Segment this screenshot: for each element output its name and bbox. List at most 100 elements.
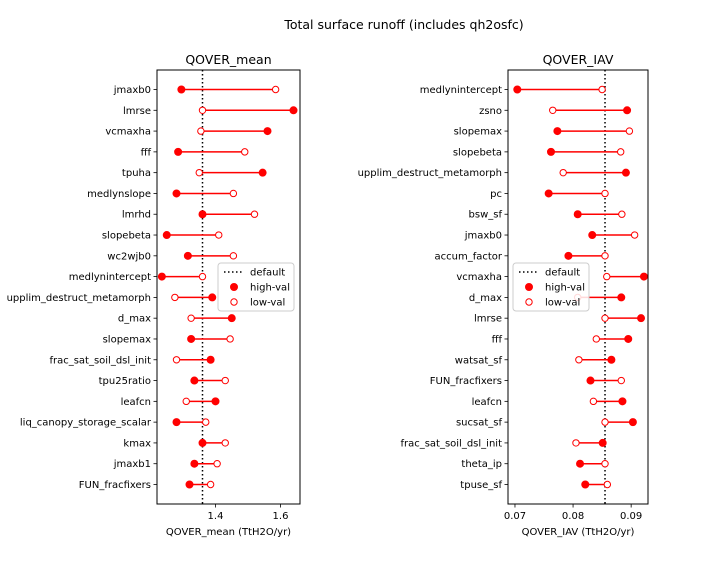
y-tick-label: frac_sat_soil_dsl_init (49, 355, 151, 366)
low-val-point (601, 460, 609, 468)
y-tick-label: theta_ip (461, 459, 502, 470)
y-tick-label: jmaxb0 (113, 85, 151, 96)
y-tick-label: medlynintercept (69, 272, 151, 283)
legend-label: low-val (545, 298, 580, 309)
high-val-point (190, 459, 199, 468)
high-val-point (208, 293, 217, 302)
high-val-point (198, 210, 207, 219)
y-tick-label: medlynintercept (420, 85, 502, 96)
low-val-point (171, 293, 179, 302)
low-val-point (221, 439, 229, 447)
y-tick-label: bsw_sf (469, 210, 503, 221)
high-val-point (263, 127, 272, 136)
y-tick-label: upplim_destruct_metamorph (358, 168, 502, 179)
y-tick-label: slopebeta (453, 147, 502, 158)
low-val-point (250, 210, 259, 218)
y-tick-label: frac_sat_soil_dsl_init (400, 438, 502, 449)
low-val-point (206, 480, 215, 489)
y-tick-label: slopebeta (102, 231, 151, 242)
y-tick-label: tpuse_sf (460, 480, 502, 491)
y-tick-label: vcmaxha (105, 127, 151, 138)
high-val-point (174, 147, 183, 156)
plot-frame (507, 69, 649, 505)
low-val-point (549, 106, 557, 114)
x-axis-label: QOVER_mean (TtH2O/yr) (166, 527, 291, 538)
low-val-point (601, 252, 609, 260)
high-val-point (623, 106, 632, 115)
low-val-point (172, 356, 181, 364)
low-val-point (226, 335, 234, 343)
low-val-point (202, 418, 210, 426)
high-val-point (624, 334, 633, 343)
y-tick-label: accum_factor (435, 251, 503, 262)
y-tick-label: upplim_destruct_metamorph (7, 293, 151, 304)
x-tick-label: 1.4 (208, 511, 224, 522)
high-val-point (639, 272, 648, 281)
y-tick-label: vcmaxha (456, 272, 502, 283)
high-val-point (227, 314, 236, 323)
legend-label: high-val (250, 283, 290, 294)
y-tick-label: d_max (118, 314, 151, 325)
panel-title: QOVER_IAV (543, 52, 614, 67)
y-tick-label: slopemax (454, 127, 502, 138)
y-tick-label: zsno (479, 106, 502, 117)
y-tick-label: lmrse (474, 314, 502, 325)
high-val-point (617, 293, 626, 302)
low-val-point (625, 127, 634, 135)
high-val-point (553, 127, 562, 136)
high-val-point (576, 459, 585, 468)
low-val-point (601, 314, 609, 322)
high-val-point (581, 480, 590, 489)
low-val-point (592, 335, 600, 343)
y-tick-label: tpuha (122, 168, 151, 179)
low-val-point (187, 314, 195, 322)
low-val-point (229, 252, 238, 260)
y-tick-label: watsat_sf (455, 355, 503, 366)
high-val-point (177, 85, 186, 94)
high-val-point (564, 251, 573, 260)
x-tick-label: 0.09 (620, 511, 642, 522)
panel-qover-iav: QOVER_IAV QOVER_IAV (TtH2O/yr) medlynint… (358, 52, 649, 538)
low-val-point (598, 85, 606, 94)
low-val-point (271, 85, 280, 94)
high-val-point (544, 189, 553, 198)
low-val-point (198, 106, 207, 114)
y-tick-label: tpu25ratio (99, 376, 151, 387)
low-val-point (616, 148, 625, 156)
low-val-point (601, 189, 609, 198)
legend-low-swatch (230, 298, 238, 306)
low-val-point (182, 397, 190, 406)
y-tick-label: jmaxb0 (464, 231, 502, 242)
high-val-point (637, 314, 646, 323)
legend-low-swatch (525, 298, 533, 306)
high-val-point (258, 168, 267, 177)
plot-marks: jmaxb0 lmrse vcmaxha fff tpuha medlynslope lmr… (7, 70, 298, 522)
x-axis-label: QOVER_IAV (TtH2O/yr) (522, 527, 635, 538)
low-val-point (601, 418, 609, 426)
high-val-point (198, 438, 207, 447)
legend-label: default (250, 268, 285, 279)
y-tick-label: lmrse (123, 106, 151, 117)
low-val-point (221, 376, 229, 385)
high-val-point (185, 480, 194, 489)
plot-marks: medlynintercept zsno slopemax slopebeta uppl… (358, 70, 648, 522)
low-val-point (229, 189, 238, 198)
y-tick-label: fff (492, 334, 503, 345)
legend: default high-val low-val (217, 262, 295, 312)
y-tick-label: slopemax (103, 334, 151, 345)
high-val-point (607, 355, 616, 364)
legend: default high-val low-val (512, 262, 590, 312)
y-tick-label: fff (141, 147, 152, 158)
low-val-point (559, 168, 567, 177)
y-tick-label: FUN_fracfixers (79, 480, 151, 491)
panel-title: QOVER_mean (185, 52, 271, 67)
legend-high-swatch (230, 283, 238, 291)
high-val-point (211, 397, 220, 406)
y-tick-label: wc2wjb0 (107, 251, 151, 262)
y-tick-label: leafcn (472, 397, 502, 408)
low-val-point (213, 460, 221, 468)
high-val-point (621, 168, 630, 177)
high-val-point (598, 438, 607, 447)
low-val-point (589, 397, 598, 406)
low-val-point (617, 376, 625, 385)
